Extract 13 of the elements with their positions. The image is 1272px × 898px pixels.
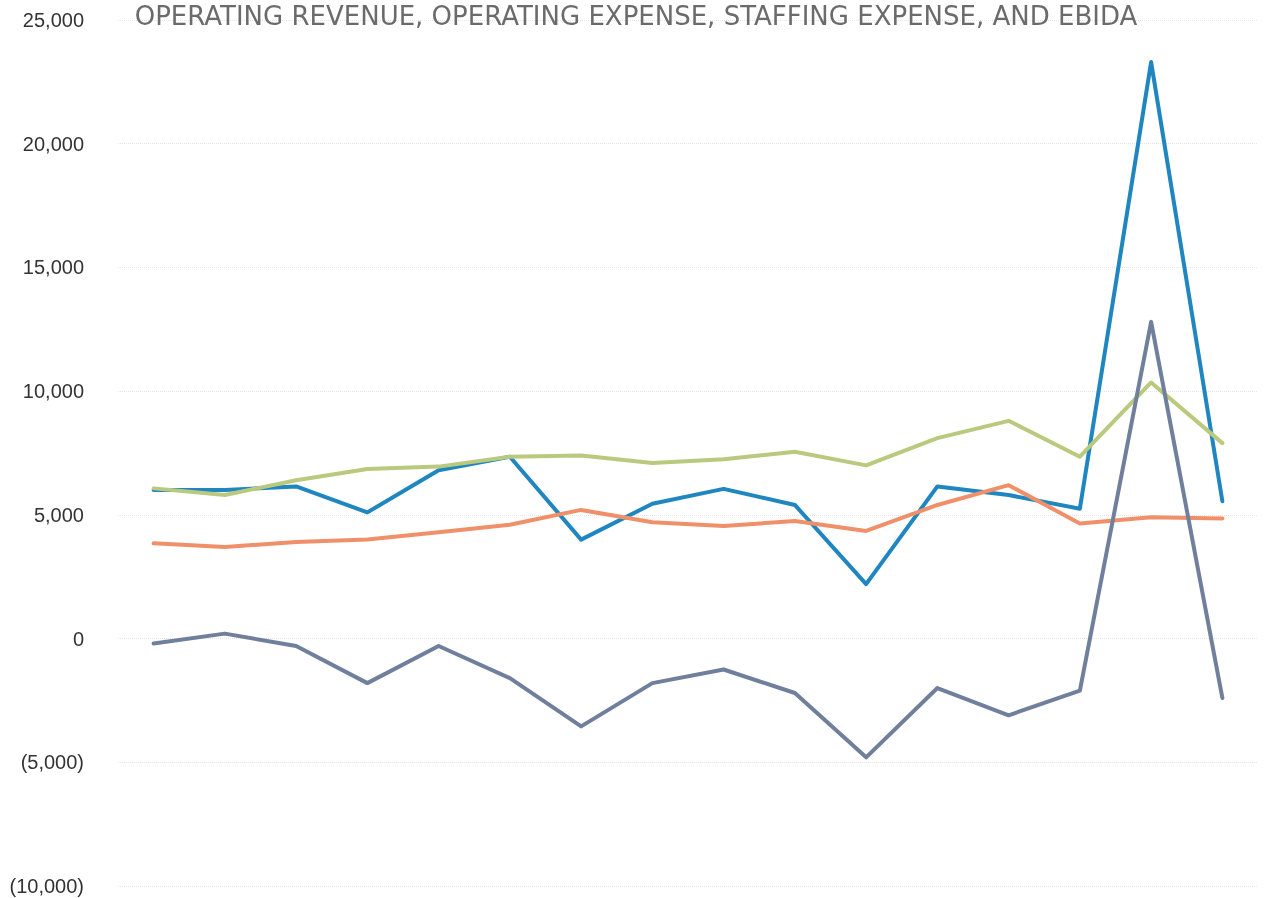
chart-title: OPERATING REVENUE, OPERATING EXPENSE, STAFFING EXPENSE, AND EBIDA <box>134 1 1138 31</box>
line-series <box>151 380 1225 498</box>
line-series <box>151 483 1225 550</box>
y-tick-label: 15,000 <box>22 256 84 279</box>
y-tick-label: 0 <box>72 627 84 650</box>
y-tick-label: 25,000 <box>22 9 84 31</box>
y-tick-label: 5,000 <box>33 503 84 526</box>
y-tick-label: (10,000) <box>9 875 84 897</box>
y-tick-label: 20,000 <box>22 132 84 155</box>
y-tick-label: 10,000 <box>22 380 84 403</box>
line-series <box>151 319 1225 760</box>
y-tick-label: (5,000) <box>20 751 84 774</box>
line-series <box>151 60 1225 587</box>
